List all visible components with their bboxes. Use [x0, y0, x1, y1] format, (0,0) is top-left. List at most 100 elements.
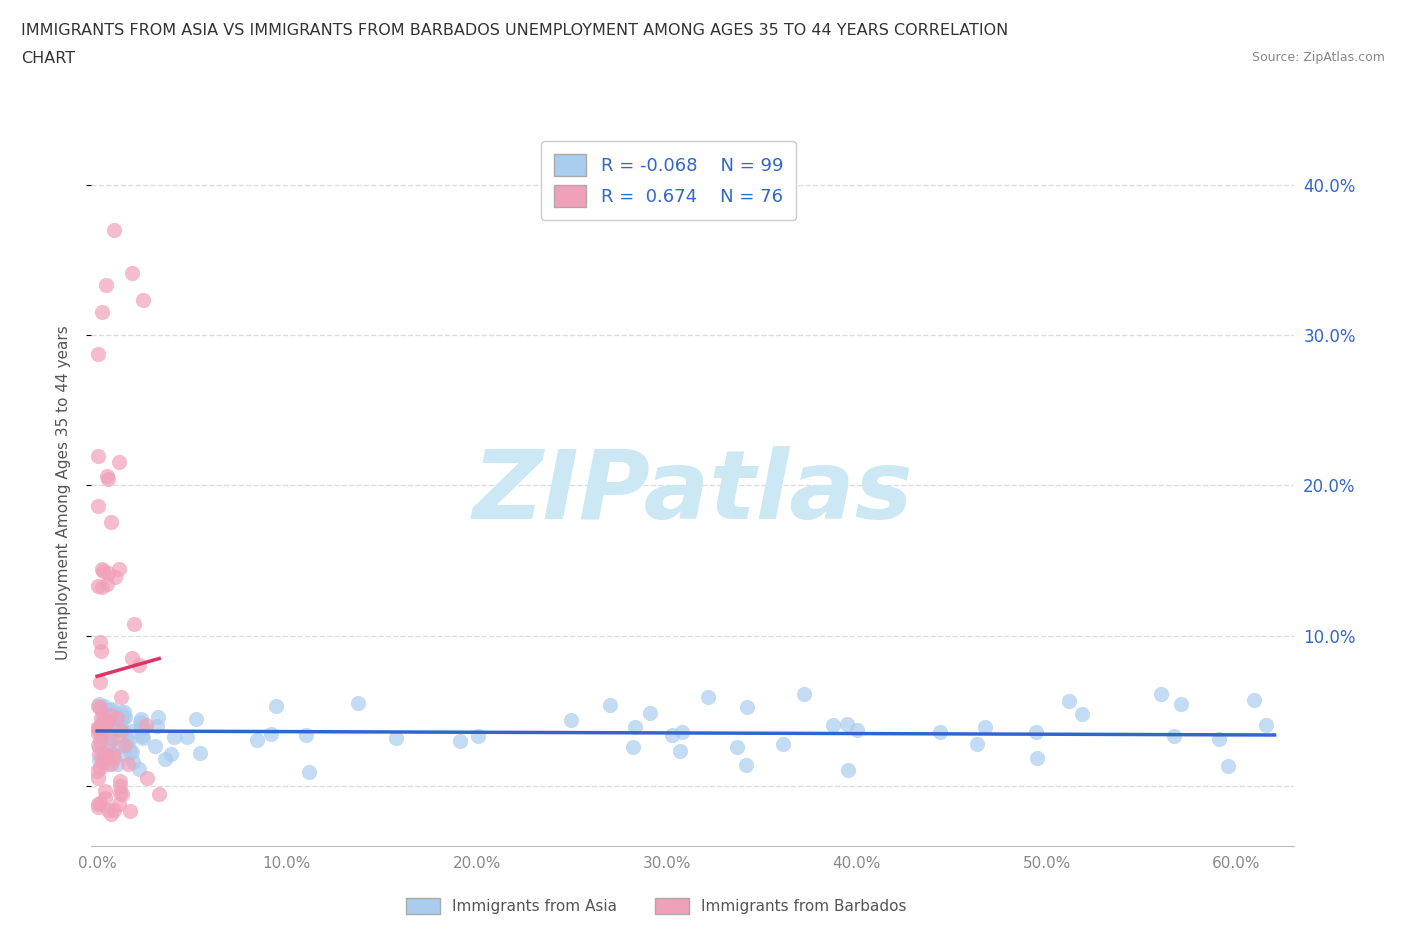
Point [114, 737, 136, 752]
Point [560, 712, 582, 727]
Point [110, 738, 132, 753]
Point [131, 728, 153, 743]
Point [105, 722, 128, 737]
Point [89, 722, 111, 737]
Point [93, 784, 115, 799]
Point [107, 797, 129, 812]
Point [108, 562, 131, 577]
Point [1025, 724, 1047, 739]
Point [661, 728, 683, 743]
Point [621, 739, 644, 754]
Point [93, 751, 115, 765]
Point [163, 729, 186, 744]
Point [1071, 706, 1094, 721]
Point [103, 705, 125, 720]
Point [89, 747, 111, 762]
Point [110, 711, 132, 726]
Point [298, 764, 321, 779]
Point [103, 748, 125, 763]
Point [1216, 759, 1239, 774]
Point [121, 724, 143, 738]
Point [266, 698, 288, 713]
Point [846, 723, 869, 737]
Point [347, 696, 370, 711]
Point [111, 711, 134, 725]
Point [105, 719, 128, 734]
Point [159, 746, 181, 761]
Point [110, 778, 132, 793]
Point [100, 701, 122, 716]
Point [793, 686, 815, 701]
Point [131, 720, 153, 735]
Point [87, 720, 110, 735]
Point [1163, 729, 1185, 744]
Point [725, 740, 748, 755]
Point [671, 724, 693, 739]
Point [118, 734, 141, 749]
Point [294, 727, 316, 742]
Point [132, 293, 155, 308]
Point [86, 764, 108, 778]
Point [90, 711, 112, 725]
Point [94, 278, 117, 293]
Point [87, 721, 110, 736]
Legend: Immigrants from Asia, Immigrants from Barbados: Immigrants from Asia, Immigrants from Ba… [401, 892, 912, 920]
Point [837, 717, 859, 732]
Point [1208, 732, 1230, 747]
Point [89, 734, 111, 749]
Point [94, 717, 117, 732]
Point [124, 617, 146, 631]
Point [121, 266, 143, 281]
Point [98, 736, 121, 751]
Point [118, 804, 141, 818]
Point [91, 708, 114, 723]
Point [90, 644, 112, 658]
Point [112, 724, 135, 739]
Point [115, 735, 138, 750]
Point [96, 469, 118, 484]
Point [117, 757, 139, 772]
Point [385, 730, 408, 745]
Point [101, 732, 124, 747]
Point [87, 737, 110, 752]
Point [103, 222, 125, 237]
Point [97, 803, 120, 817]
Point [110, 689, 132, 704]
Point [94, 790, 117, 805]
Point [638, 706, 661, 721]
Point [121, 745, 143, 760]
Point [108, 774, 131, 789]
Point [735, 699, 758, 714]
Point [114, 704, 136, 719]
Point [129, 711, 152, 726]
Point [135, 771, 157, 786]
Point [93, 751, 115, 766]
Point [89, 721, 111, 736]
Point [87, 721, 110, 736]
Point [89, 795, 111, 810]
Text: Source: ZipAtlas.com: Source: ZipAtlas.com [1251, 51, 1385, 64]
Point [449, 733, 471, 748]
Point [90, 715, 112, 730]
Point [129, 715, 152, 730]
Point [97, 713, 120, 728]
Point [100, 806, 122, 821]
Point [110, 724, 132, 738]
Point [112, 747, 135, 762]
Point [89, 739, 111, 754]
Point [100, 514, 122, 529]
Point [110, 722, 132, 737]
Text: ZIPatlas: ZIPatlas [472, 446, 912, 539]
Point [96, 577, 118, 591]
Point [104, 570, 127, 585]
Point [928, 724, 950, 739]
Point [146, 709, 169, 724]
Point [105, 757, 128, 772]
Point [821, 718, 844, 733]
Point [97, 472, 120, 486]
Point [467, 728, 489, 743]
Point [103, 723, 125, 737]
Point [135, 718, 157, 733]
Point [132, 730, 155, 745]
Point [623, 719, 645, 734]
